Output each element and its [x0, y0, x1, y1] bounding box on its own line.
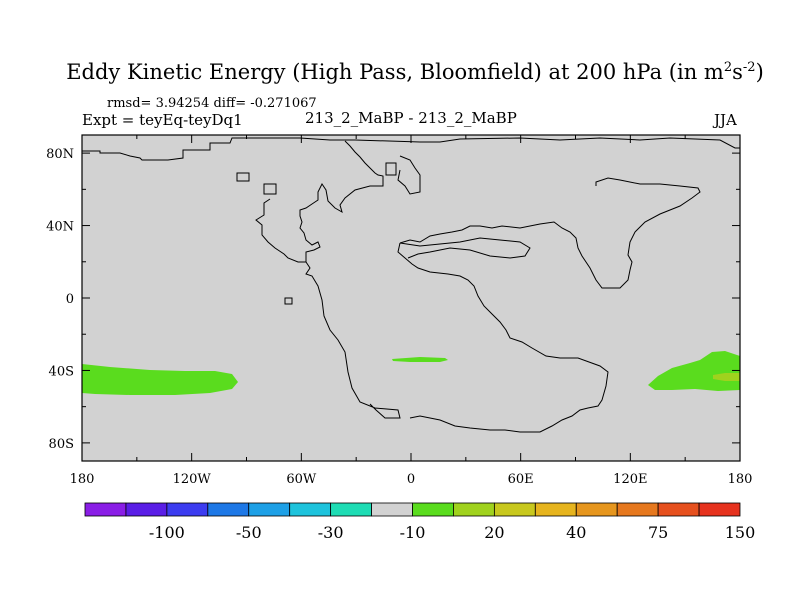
colorbar-label: 150 [725, 523, 756, 542]
colorbar-swatch [412, 502, 454, 517]
colorbar-label: -50 [236, 523, 262, 542]
colorbar-swatch [657, 502, 700, 517]
coastline-arctic [82, 137, 740, 161]
lat-tick-label: 80S [49, 437, 74, 452]
rmsd-diff-stats: rmsd= 3.94254 diff= -0.271067 [107, 96, 317, 111]
colorbar-label: 20 [484, 523, 504, 542]
field-southern-australia-peak [713, 373, 740, 381]
axis-ticks: 180 120W 60W 0 60E 120E 180 80N 40N 0 40S 80S [46, 135, 752, 487]
colorbar-swatch [575, 502, 618, 517]
colorbar-swatch [534, 502, 577, 517]
lon-tick-label: 120W [173, 472, 212, 487]
lat-tick-label: 40S [49, 364, 74, 379]
colorbar-swatch [289, 502, 332, 517]
colorbar-swatch [125, 502, 168, 517]
plot-title: Eddy Kinetic Energy (High Pass, Bloomfie… [66, 60, 764, 84]
colorbar-swatch [166, 502, 209, 517]
case-label: 213_2_MaBP - 213_2_MaBP [305, 109, 517, 127]
colorbar-swatch [248, 502, 291, 517]
colorbar-label: 40 [566, 523, 586, 542]
coastline-north-america-west [255, 198, 306, 263]
coastline-island-2 [385, 162, 397, 176]
coastline-greenland-east [397, 155, 421, 195]
colorbar-swatch [84, 502, 127, 517]
lon-tick-label: 180 [70, 472, 95, 487]
experiment-label: Expt = teyEq-teyDq1 [82, 111, 243, 129]
map-background [82, 135, 740, 461]
coastline-africa-eurasia [397, 242, 609, 433]
lat-tick-label: 40N [46, 220, 74, 235]
colorbar-swatch [616, 502, 659, 517]
lon-tick-label: 180 [728, 472, 753, 487]
colorbar-label: 75 [648, 523, 668, 542]
field-southern-pacific [82, 364, 238, 395]
colorbar-label: -30 [318, 523, 344, 542]
lat-tick-label: 80N [46, 147, 74, 162]
coastline-island-3 [263, 183, 277, 195]
coastline-eurasia-north [399, 177, 701, 289]
colorbar-label: -100 [149, 523, 185, 542]
lat-tick-label: 0 [66, 292, 74, 307]
colorbar-swatch [330, 502, 372, 517]
coastline-americas [299, 140, 401, 419]
field-south-atlantic [392, 357, 448, 362]
field-southern-australia [648, 351, 740, 391]
colorbar-swatch [453, 502, 495, 517]
colorbar: -100 -50 -30 -10 20 40 75 150 [84, 502, 756, 542]
colorbar-swatch [698, 502, 741, 517]
coastline-island-4 [284, 297, 293, 305]
colorbar-swatch [371, 502, 413, 517]
coastline-island-1 [236, 172, 250, 182]
colorbar-swatch [493, 502, 536, 517]
lon-tick-label: 120E [613, 472, 647, 487]
season-label: JJA [714, 111, 737, 129]
lon-tick-label: 0 [407, 472, 415, 487]
colorbar-swatch [207, 502, 250, 517]
lon-tick-label: 60E [508, 472, 534, 487]
coastline-mediterranean [399, 237, 531, 259]
colorbar-label: -10 [400, 523, 426, 542]
lon-tick-label: 60W [286, 472, 317, 487]
